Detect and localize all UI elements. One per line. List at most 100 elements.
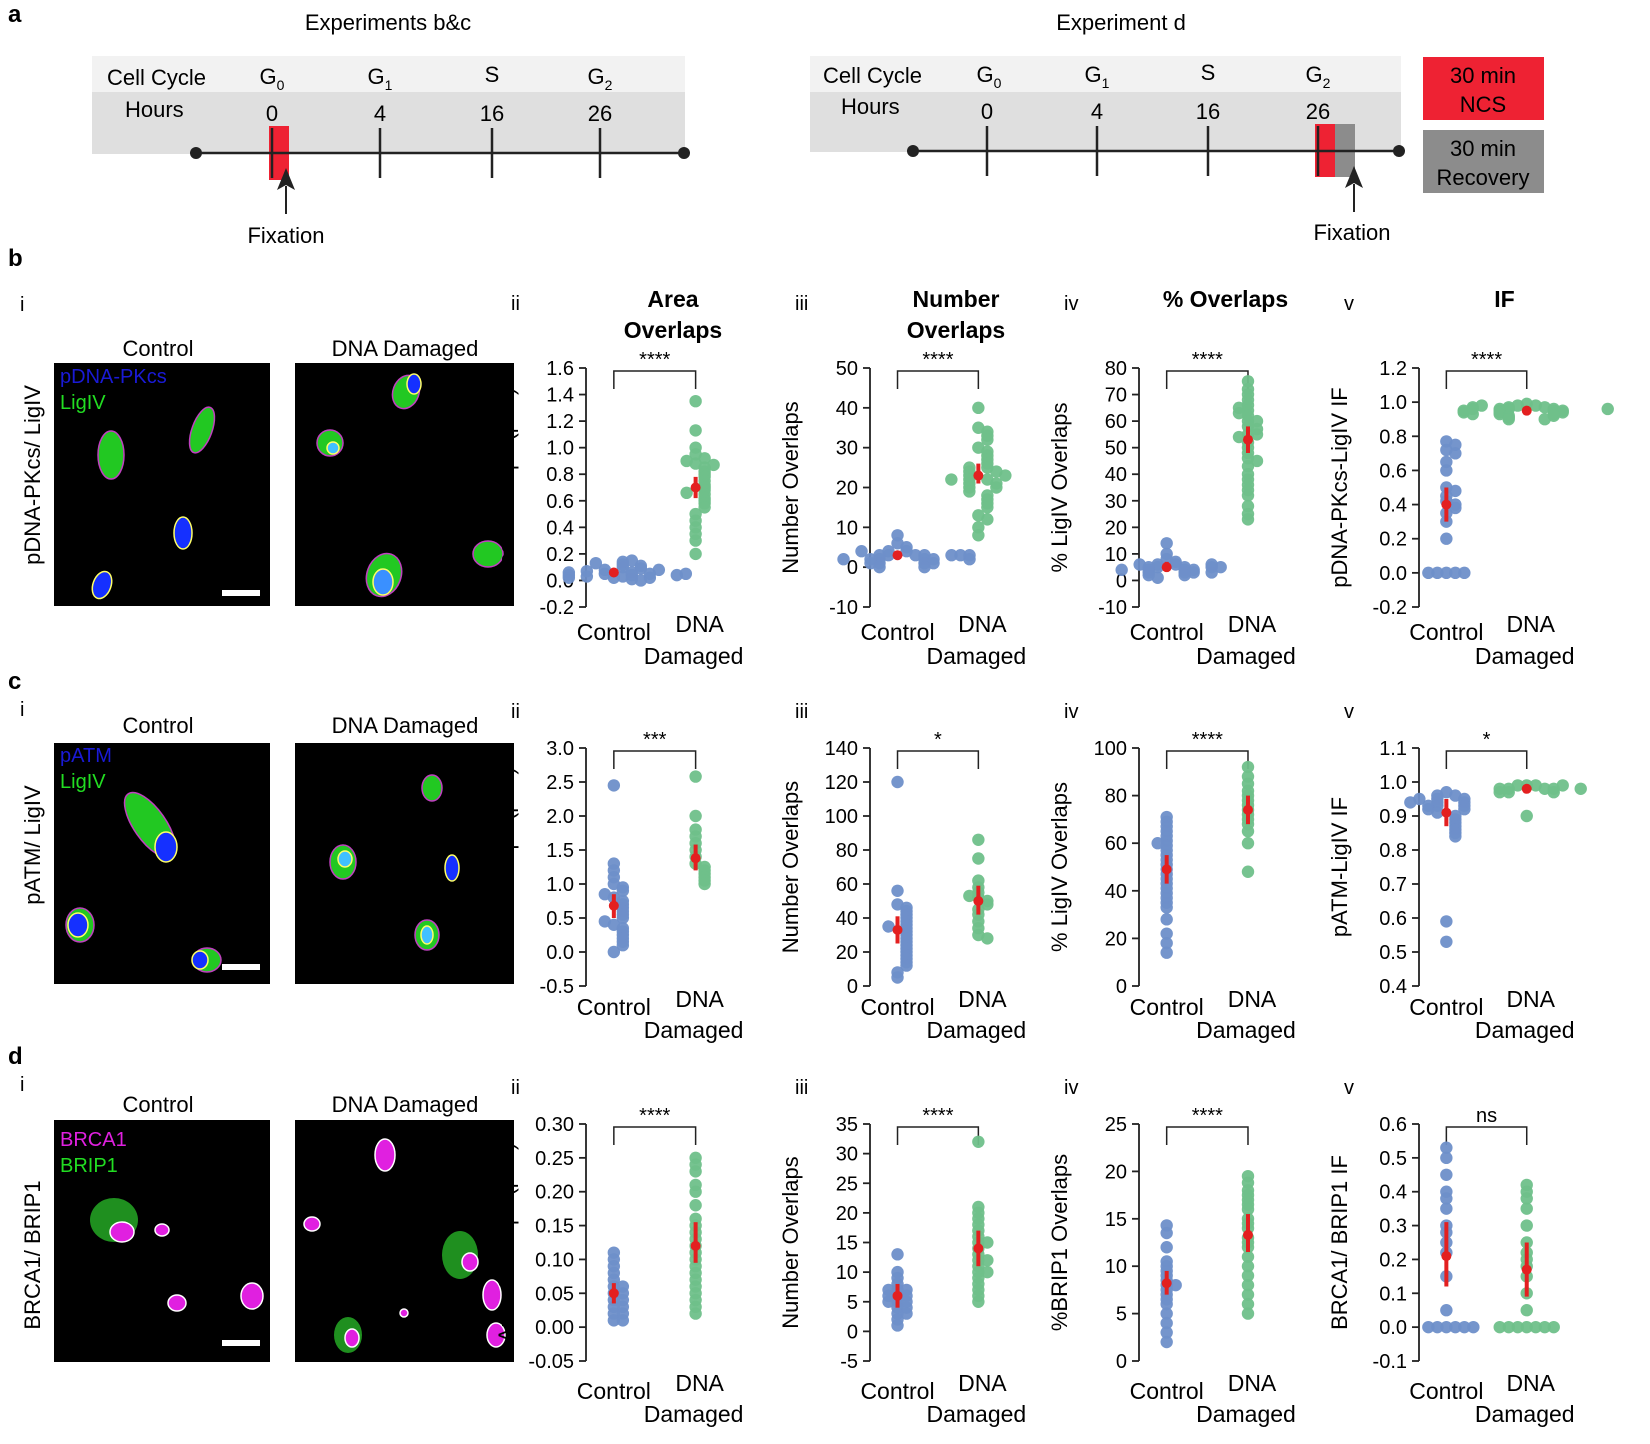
control-point bbox=[1458, 1320, 1471, 1334]
control-point bbox=[1449, 484, 1462, 498]
magenta-signal-blob bbox=[482, 1279, 502, 1311]
timeline-left-phase-2: S bbox=[485, 62, 500, 87]
y-tick-label: 0.2 bbox=[1379, 529, 1407, 551]
y-tick-label: 0 bbox=[1116, 1351, 1127, 1373]
y-tick-label: 30 bbox=[836, 1144, 858, 1166]
phase-main: G bbox=[260, 64, 277, 89]
damaged-point bbox=[1556, 779, 1569, 792]
damaged-point bbox=[1601, 402, 1614, 416]
significance-label: * bbox=[1483, 729, 1491, 751]
y-tick-label: 0 bbox=[847, 976, 858, 998]
damaged-point bbox=[1241, 760, 1255, 774]
x-category-label: Damaged bbox=[1475, 1401, 1575, 1427]
phase-sub: 2 bbox=[605, 77, 613, 93]
panel-label-d: d bbox=[8, 1043, 23, 1070]
microscopy-row-b: i pDNA-PKcs/ LigIV Control DNA Damaged p… bbox=[20, 294, 514, 606]
control-point bbox=[1151, 837, 1164, 850]
damaged-point bbox=[1241, 1250, 1255, 1263]
mean-point bbox=[973, 1243, 984, 1254]
microscopy-row-c: i pATM/ LigIV Control DNA Damaged pATM L… bbox=[20, 699, 514, 984]
blue-signal-blob bbox=[154, 831, 178, 863]
y-tick-label: 0.8 bbox=[1379, 840, 1407, 862]
x-category-label: Damaged bbox=[1196, 1017, 1296, 1043]
control-point bbox=[963, 549, 976, 562]
x-category-label: Control bbox=[1130, 619, 1204, 645]
damaged-point bbox=[972, 529, 985, 542]
fixation-arrowhead-left bbox=[277, 168, 295, 190]
x-category-label: Control bbox=[577, 994, 651, 1020]
damaged-point bbox=[1502, 786, 1515, 799]
phase-sub: 0 bbox=[994, 75, 1002, 91]
significance-label: **** bbox=[1192, 729, 1223, 751]
control-point bbox=[562, 571, 576, 584]
y-tick-label: 0.15 bbox=[535, 1216, 574, 1238]
timeline-right-row2-label: Hours bbox=[841, 94, 900, 119]
legend-recovery-line1: 30 min bbox=[1450, 136, 1516, 161]
legend-ncs-line2: NCS bbox=[1460, 92, 1506, 117]
sub-label-ii: ii bbox=[511, 293, 520, 315]
y-tick-label: 70 bbox=[1105, 385, 1127, 407]
blue-signal-blob bbox=[337, 850, 353, 868]
damaged-point bbox=[689, 1307, 702, 1320]
x-category-label: Control bbox=[1409, 1378, 1483, 1404]
y-tick-label: 0.4 bbox=[1379, 976, 1407, 998]
control-point bbox=[1422, 1320, 1435, 1334]
damaged-point bbox=[1493, 786, 1506, 799]
y-axis-label: %BRIP1 Overlaps bbox=[1047, 1154, 1072, 1331]
mean-point bbox=[1521, 783, 1532, 794]
timeline-left-hour-1: 4 bbox=[374, 101, 386, 126]
blue-signal-blob bbox=[420, 925, 434, 945]
significance-label: **** bbox=[922, 349, 953, 371]
y-tick-label: 0.7 bbox=[1379, 874, 1407, 896]
y-tick-label: 100 bbox=[1094, 738, 1127, 760]
significance-bracket bbox=[1165, 1126, 1249, 1145]
chart-d-iv: iv 0 5 10 15 20 25 %BRIP1 Overlaps Control DNA Dam… bbox=[1047, 1077, 1296, 1427]
control-point bbox=[1449, 1320, 1462, 1334]
y-tick-label: 0.00 bbox=[535, 1317, 574, 1339]
x-category-label: Control bbox=[577, 619, 651, 645]
y-tick-label: 0.5 bbox=[546, 908, 574, 930]
x-category-label: Damaged bbox=[926, 1017, 1026, 1043]
micrograph-damaged-c bbox=[295, 743, 514, 984]
damaged-point bbox=[972, 833, 985, 846]
y-tick-label: -10 bbox=[1098, 597, 1127, 619]
control-point bbox=[945, 549, 958, 562]
significance-bracket bbox=[1445, 370, 1528, 389]
y-tick-label: 30 bbox=[1105, 491, 1127, 513]
damaged-point bbox=[689, 534, 702, 547]
control-point bbox=[1440, 935, 1453, 948]
damaged-point bbox=[972, 1135, 985, 1148]
y-tick-label: 1.2 bbox=[1379, 358, 1407, 380]
sub-label-iv: iv bbox=[1064, 1077, 1078, 1099]
y-tick-label: 0.5 bbox=[1379, 942, 1407, 964]
blue-signal-blob bbox=[326, 441, 340, 455]
control-point bbox=[679, 567, 693, 581]
blue-signal-blob bbox=[91, 570, 113, 600]
x-category-label: DNA bbox=[1228, 1370, 1277, 1396]
x-category-label: DNA bbox=[1228, 611, 1277, 637]
y-tick-label: 35 bbox=[836, 1114, 858, 1136]
phase-sub: 0 bbox=[277, 77, 285, 93]
damaged-point bbox=[689, 1185, 702, 1198]
chart-title: Overlaps bbox=[624, 317, 722, 343]
control-point bbox=[891, 884, 904, 897]
damaged-point bbox=[1520, 1192, 1533, 1205]
y-tick-label: 40 bbox=[1105, 881, 1127, 903]
timeline-left-row1-label: Cell Cycle bbox=[107, 65, 206, 90]
y-tick-label: 40 bbox=[836, 398, 858, 420]
y-tick-label: 20 bbox=[1105, 928, 1127, 950]
control-point bbox=[1160, 1297, 1173, 1311]
control-point bbox=[1458, 566, 1471, 580]
damaged-point bbox=[1241, 1269, 1255, 1282]
y-tick-label: 0.9 bbox=[1379, 806, 1407, 828]
x-category-label: Control bbox=[577, 1378, 651, 1404]
timeline-left-hours-band bbox=[92, 92, 685, 154]
y-tick-label: 0.4 bbox=[1379, 495, 1407, 517]
damaged-point bbox=[1520, 1320, 1533, 1334]
x-category-label: Damaged bbox=[644, 1017, 744, 1043]
control-point bbox=[1440, 1168, 1453, 1181]
x-category-label: Damaged bbox=[1196, 643, 1296, 669]
timeline-left-cellcycle-band bbox=[92, 56, 685, 92]
y-tick-label: 0.5 bbox=[1379, 1148, 1407, 1170]
sub-label-ii: ii bbox=[511, 1077, 520, 1099]
